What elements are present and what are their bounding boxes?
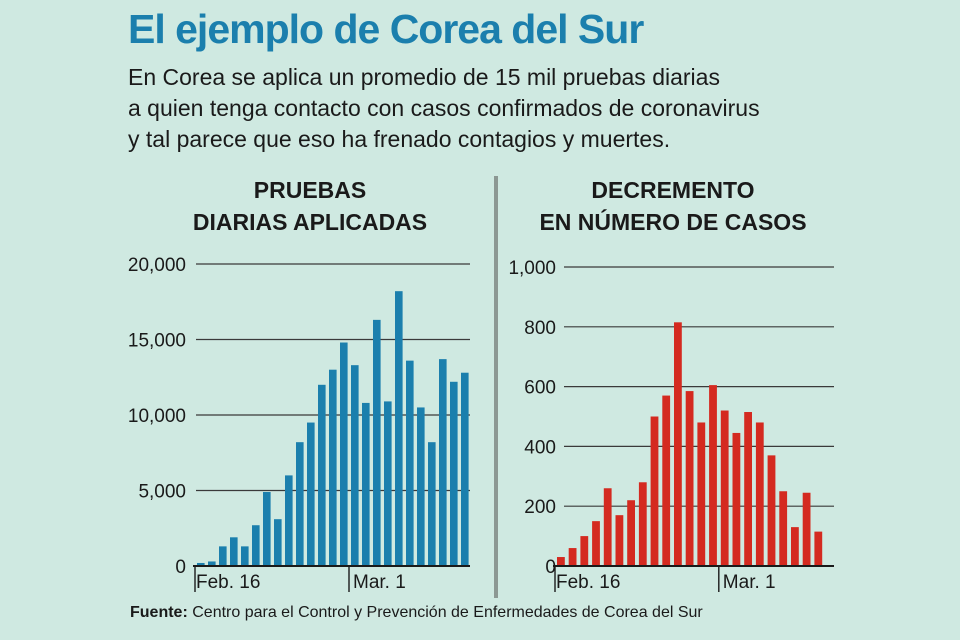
bar-cases <box>767 455 776 566</box>
bar-tests <box>329 369 337 566</box>
y-tick-label: 1,000 <box>508 258 556 279</box>
chart-title-line: PRUEBAS <box>253 177 367 203</box>
bar-tests <box>417 407 425 566</box>
y-tick-label: 200 <box>524 497 556 518</box>
bar-tests <box>340 342 348 566</box>
bar-tests <box>219 546 227 566</box>
dek-line: a quien tenga contacto con casos confirm… <box>128 95 760 121</box>
bar-tests <box>450 381 458 566</box>
y-tick-label: 0 <box>175 557 186 578</box>
chart-title-cases: DECREMENTO EN NÚMERO DE CASOS <box>518 174 828 238</box>
bar-tests <box>373 319 381 566</box>
bar-tests <box>428 442 436 566</box>
y-tick-label: 0 <box>545 557 556 578</box>
bar-tests <box>307 422 315 566</box>
bar-tests <box>285 475 293 566</box>
chart-title-line: DIARIAS APLICADAS <box>192 209 428 235</box>
source-text: Centro para el Control y Prevención de E… <box>192 604 703 621</box>
chart-title-tests: PRUEBAS DIARIAS APLICADAS <box>150 174 470 238</box>
source-note: Fuente: Centro para el Control y Prevenc… <box>130 604 703 622</box>
bar-cases <box>638 482 647 566</box>
y-tick-label: 20,000 <box>128 255 186 276</box>
bar-cases <box>674 322 682 566</box>
bar-tests <box>351 365 359 566</box>
x-tick-label: Feb. 16 <box>196 572 260 593</box>
bar-cases <box>802 492 811 566</box>
bar-cases <box>709 385 717 566</box>
bar-cases <box>697 422 706 566</box>
bar-cases <box>814 531 823 566</box>
panel-divider <box>494 176 498 598</box>
y-tick-label: 15,000 <box>128 331 186 352</box>
bar-tests <box>395 291 403 566</box>
dek-line: En Corea se aplica un promedio de 15 mil… <box>128 64 720 90</box>
y-tick-label: 10,000 <box>128 406 186 427</box>
bar-cases <box>779 491 788 566</box>
bar-tests <box>241 546 249 566</box>
bar-tests <box>318 384 326 566</box>
y-tick-label: 400 <box>524 437 556 458</box>
chart-tests: 0 5,000 10,000 15,000 20,000 Feb. 16 Mar. 1 <box>128 255 470 593</box>
bar-cases <box>755 422 764 566</box>
bar-cases <box>592 521 600 566</box>
bar-cases <box>650 416 659 566</box>
bar-cases <box>720 410 729 566</box>
x-tick-label: Mar. 1 <box>723 572 776 593</box>
bar-cases <box>615 515 624 566</box>
bar-tests <box>252 525 260 566</box>
bar-tests <box>296 442 304 566</box>
bar-cases <box>627 500 635 566</box>
bar-cases <box>603 488 612 566</box>
chart-cases: 0 200 400 600 800 1,000 Feb. 16 Mar. 1 <box>508 258 834 593</box>
bar-cases <box>744 412 752 566</box>
y-tick-label: 800 <box>524 318 556 339</box>
bar-cases <box>662 395 671 566</box>
chart-title-line: DECREMENTO <box>591 177 755 203</box>
bar-cases <box>732 432 741 566</box>
y-tick-label: 600 <box>524 378 556 399</box>
y-tick-label: 5,000 <box>138 482 186 503</box>
bar-tests <box>406 360 414 566</box>
bar-cases <box>580 536 589 566</box>
bar-tests <box>362 402 370 566</box>
bar-tests <box>197 562 205 566</box>
bar-tests <box>274 519 282 566</box>
bar-cases <box>557 557 565 566</box>
bar-tests <box>208 561 216 566</box>
bar-tests <box>263 492 271 566</box>
dek: En Corea se aplica un promedio de 15 mil… <box>128 62 848 155</box>
headline: El ejemplo de Corea del Sur <box>128 6 644 52</box>
bar-cases <box>568 548 577 566</box>
chart-title-line: EN NÚMERO DE CASOS <box>539 209 807 235</box>
dek-line: y tal parece que eso ha frenado contagio… <box>128 126 671 152</box>
bar-tests <box>384 401 392 566</box>
bar-tests <box>461 372 469 566</box>
bar-tests <box>230 537 238 566</box>
bar-cases <box>685 391 694 566</box>
x-tick-label: Mar. 1 <box>353 572 406 593</box>
source-label: Fuente: <box>130 604 188 621</box>
bar-cases <box>791 527 799 566</box>
x-tick-label: Feb. 16 <box>556 572 620 593</box>
bar-tests <box>439 359 447 566</box>
